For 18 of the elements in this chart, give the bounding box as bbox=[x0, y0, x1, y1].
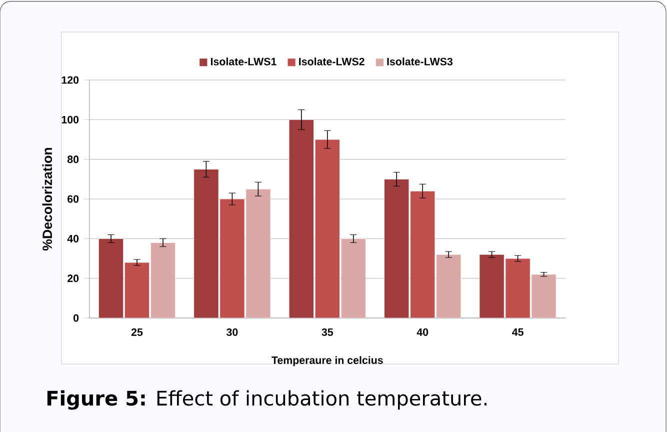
y-tick-label: 0 bbox=[73, 314, 79, 322]
legend-label: Isolate-LWS1 bbox=[211, 58, 276, 66]
x-tick-label: 45 bbox=[512, 328, 524, 336]
legend-label: Isolate-LWS2 bbox=[299, 58, 364, 66]
x-tick-label: 35 bbox=[322, 328, 334, 336]
text: Figure 5: Effect of incubation temperature. bbox=[47, 390, 486, 410]
y-tick-label: 20 bbox=[68, 274, 79, 282]
legend-label: Isolate-LWS3 bbox=[387, 58, 453, 66]
y-tick-label: 120 bbox=[62, 76, 79, 84]
y-tick-label: 40 bbox=[67, 234, 79, 242]
x-tick-label: 40 bbox=[416, 328, 428, 336]
y-tick-label: 60 bbox=[68, 195, 79, 203]
y-axis-title: %Decolorization bbox=[42, 148, 52, 251]
x-axis-title: Temperaure in celcius bbox=[272, 356, 383, 366]
y-tick-label: 100 bbox=[62, 116, 79, 124]
x-tick-label: 30 bbox=[226, 328, 238, 336]
y-tick-label: 80 bbox=[67, 156, 79, 164]
x-tick-label: 25 bbox=[131, 328, 143, 336]
